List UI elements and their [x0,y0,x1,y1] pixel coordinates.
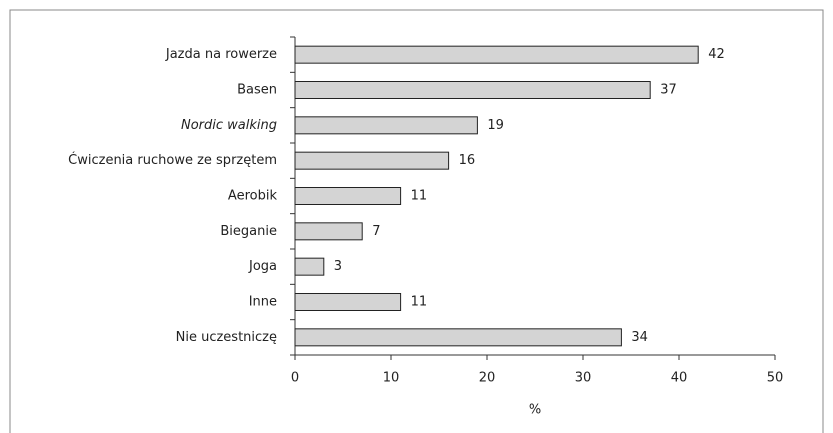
y-tick-label: Joga [248,259,277,274]
bar [294,151,450,170]
bar [294,257,325,276]
y-tick-label: Nordic walking [181,118,277,133]
x-tick-label: 20 [479,371,496,386]
x-tick-label: 50 [767,371,784,386]
bar [294,81,651,99]
value-label: 7 [372,224,380,239]
bar [294,293,402,311]
x-tick-label: 0 [291,371,299,386]
bar [294,116,478,135]
y-tick-label: Nie uczestniczę [176,330,277,345]
x-tick-label: 40 [671,371,688,386]
value-label: 42 [708,47,725,62]
x-tick-label: 30 [575,371,592,386]
value-label: 19 [487,118,504,133]
value-label: 11 [411,295,428,310]
value-label: 11 [411,189,428,204]
value-label: 16 [459,153,476,168]
bar [294,45,699,64]
bar [294,328,622,347]
value-label: 34 [631,330,648,345]
x-tick-label: 10 [383,371,400,386]
value-label: 37 [660,83,677,98]
y-tick-label: Jazda na rowerze [165,47,277,62]
y-tick-label: Ćwiczenia ruchowe ze sprzętem [68,152,277,168]
y-tick-label: Basen [237,83,277,98]
y-tick-label: Bieganie [220,224,277,239]
bar [294,187,402,205]
y-tick-label: Aerobik [228,189,278,204]
bar [294,222,363,241]
y-tick-label: Inne [249,295,277,310]
frame [9,9,824,433]
value-label: 3 [334,259,342,274]
x-axis-label: % [529,403,541,418]
